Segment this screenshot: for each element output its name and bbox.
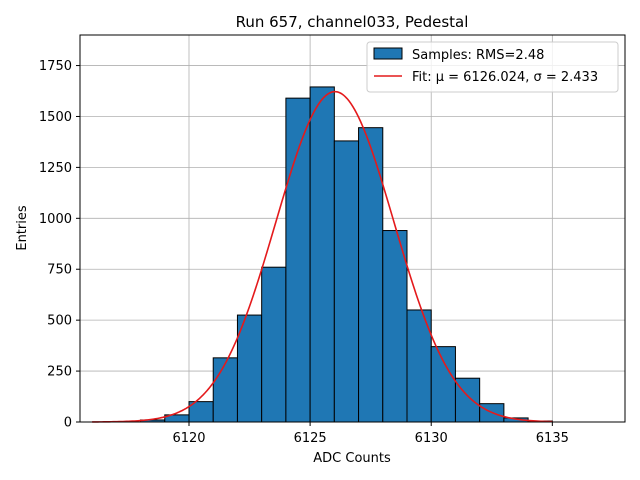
legend-label-samples: Samples: RMS=2.48 <box>412 48 544 63</box>
fit-curve <box>92 90 553 423</box>
histogram-bar <box>285 97 311 423</box>
y-axis-label: Entries <box>15 205 30 251</box>
histogram-bar <box>333 140 360 423</box>
x-tick-label: 6120 <box>172 431 205 446</box>
y-tick-label: 500 <box>47 314 72 329</box>
legend-swatch-samples <box>373 47 403 60</box>
chart-title: Run 657, channel033, Pedestal <box>236 13 469 31</box>
y-tick-label: 1500 <box>39 110 72 125</box>
histogram-bar <box>261 266 287 423</box>
y-tick-label: 750 <box>47 263 72 278</box>
y-tick-label: 1250 <box>39 161 72 176</box>
histogram-bar <box>236 314 263 423</box>
histogram-bars <box>140 86 553 423</box>
legend: Samples: RMS=2.48 Fit: μ = 6126.024, σ =… <box>366 41 619 93</box>
x-axis-ticks: 6120 6125 6130 6135 <box>172 422 569 446</box>
x-tick-label: 6130 <box>415 431 448 446</box>
y-tick-label: 1750 <box>39 59 72 74</box>
histogram-bar <box>382 230 408 423</box>
histogram-bar <box>430 346 456 423</box>
y-tick-label: 1000 <box>39 212 72 227</box>
legend-label-fit: Fit: μ = 6126.024, σ = 2.433 <box>412 70 598 85</box>
plot-frame <box>79 34 626 423</box>
legend-box <box>366 41 619 93</box>
x-tick-label: 6135 <box>536 431 569 446</box>
x-tick-label: 6125 <box>294 431 327 446</box>
histogram-bar <box>454 377 481 423</box>
y-tick-label: 0 <box>64 416 72 431</box>
x-axis-label: ADC Counts <box>313 451 391 466</box>
histogram-bar <box>212 357 238 423</box>
y-tick-label: 250 <box>47 365 72 380</box>
y-axis-ticks: 0 250 500 750 1000 1250 1500 1750 <box>39 59 80 431</box>
histogram-bar <box>358 127 384 423</box>
histogram-bar <box>309 86 335 423</box>
